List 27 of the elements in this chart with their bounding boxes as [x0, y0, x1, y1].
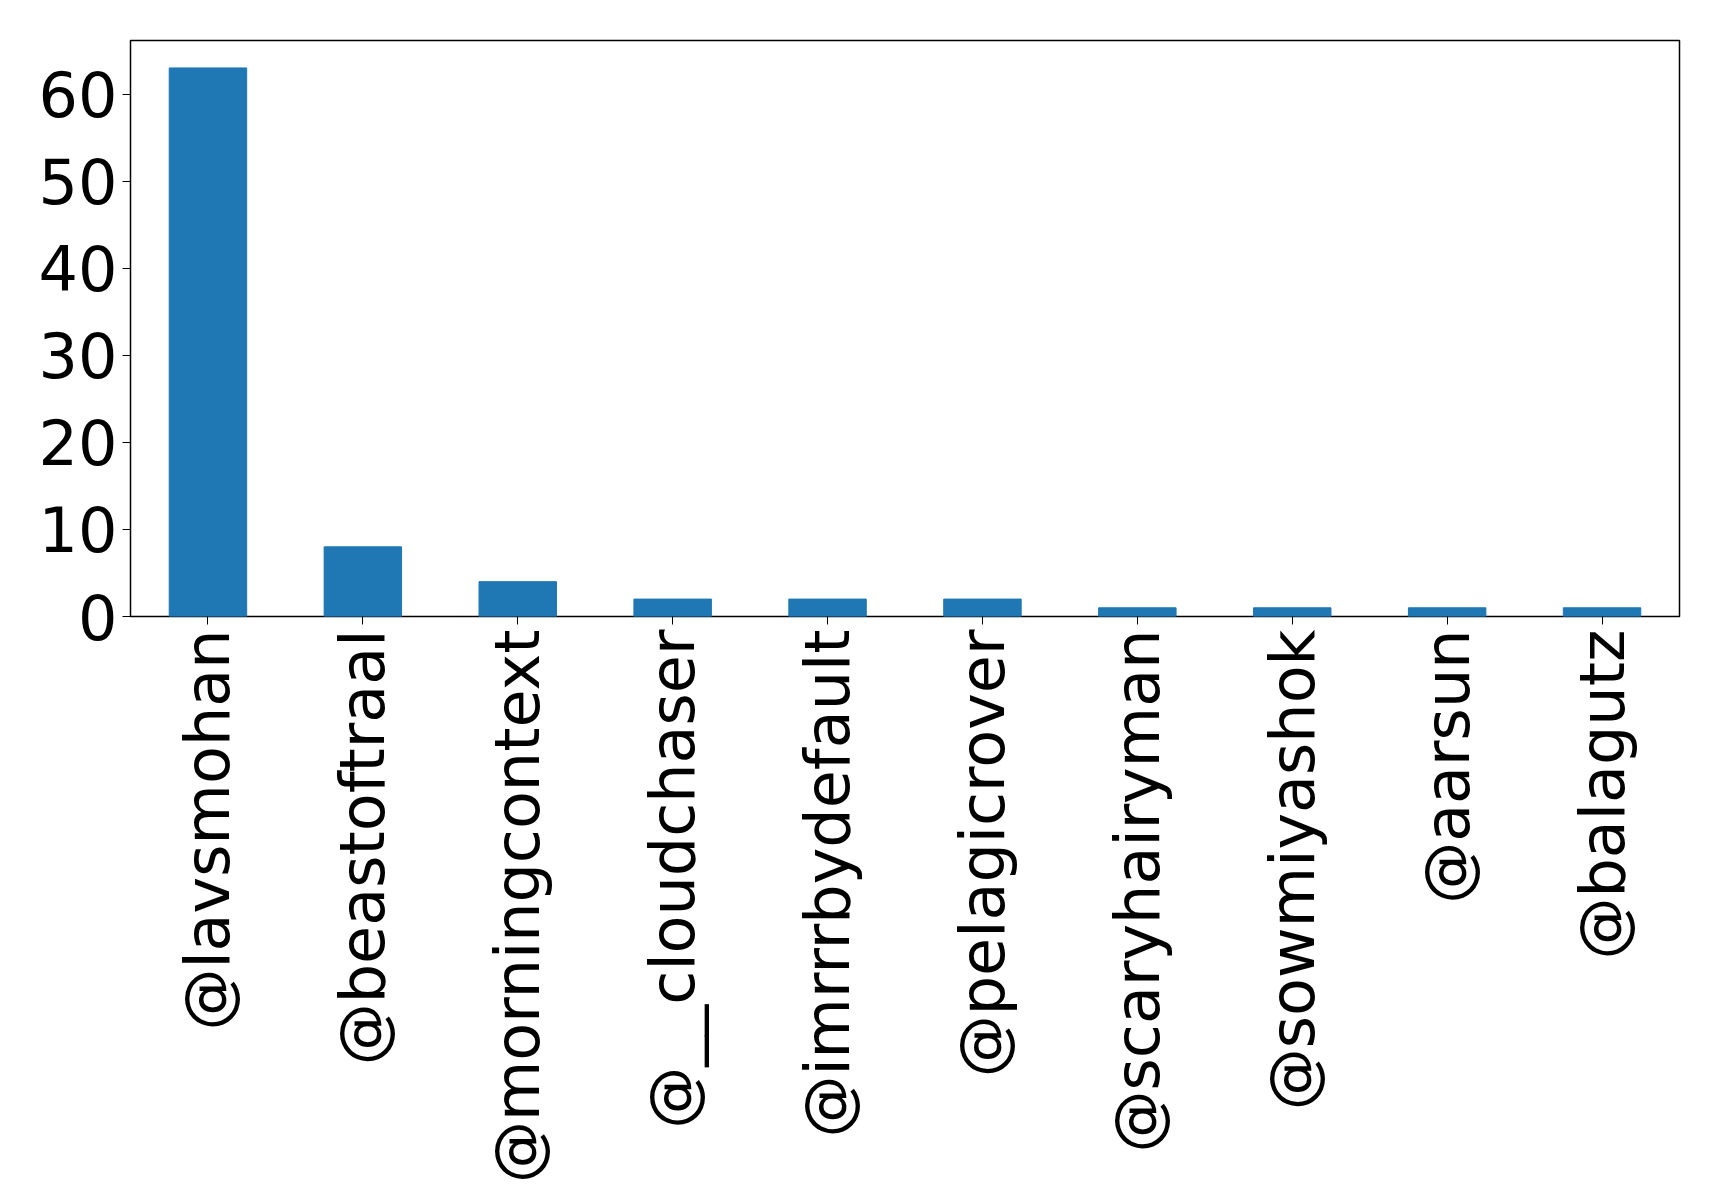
bar — [788, 598, 867, 617]
bar — [1253, 607, 1332, 617]
x-tick-label: @morningcontext — [481, 629, 555, 1184]
y-tick-label: 10 — [38, 494, 118, 568]
x-tick-label: @balagutz — [1565, 629, 1639, 960]
y-tick-label: 50 — [38, 146, 118, 220]
x-tick-label: @imrrrbydefault — [791, 629, 865, 1138]
y-tick-label: 30 — [38, 320, 118, 394]
bar — [478, 581, 557, 617]
bar — [1562, 607, 1642, 617]
y-tick-label: 20 — [38, 407, 118, 481]
bar — [168, 67, 248, 617]
bar — [1407, 607, 1487, 617]
x-tick-label: @lavsmohan — [171, 629, 245, 1031]
y-tick-label: 60 — [38, 59, 118, 133]
bar — [323, 546, 403, 617]
x-tick-label: @__cloudchaser — [636, 628, 710, 1129]
y-tick-label: 0 — [78, 581, 118, 655]
bar — [633, 598, 712, 617]
x-tick-label: @sowmiyashok — [1255, 629, 1329, 1111]
y-tick-label: 40 — [38, 233, 118, 307]
bar — [1098, 607, 1177, 617]
x-tick-label: @scaryhairyman — [1100, 629, 1174, 1153]
x-tick-label: @pelagicrover — [945, 628, 1019, 1078]
bar — [943, 598, 1022, 617]
x-tick-label: @beastoftraal — [326, 629, 400, 1066]
x-tick-label: @aarsun — [1410, 629, 1484, 904]
